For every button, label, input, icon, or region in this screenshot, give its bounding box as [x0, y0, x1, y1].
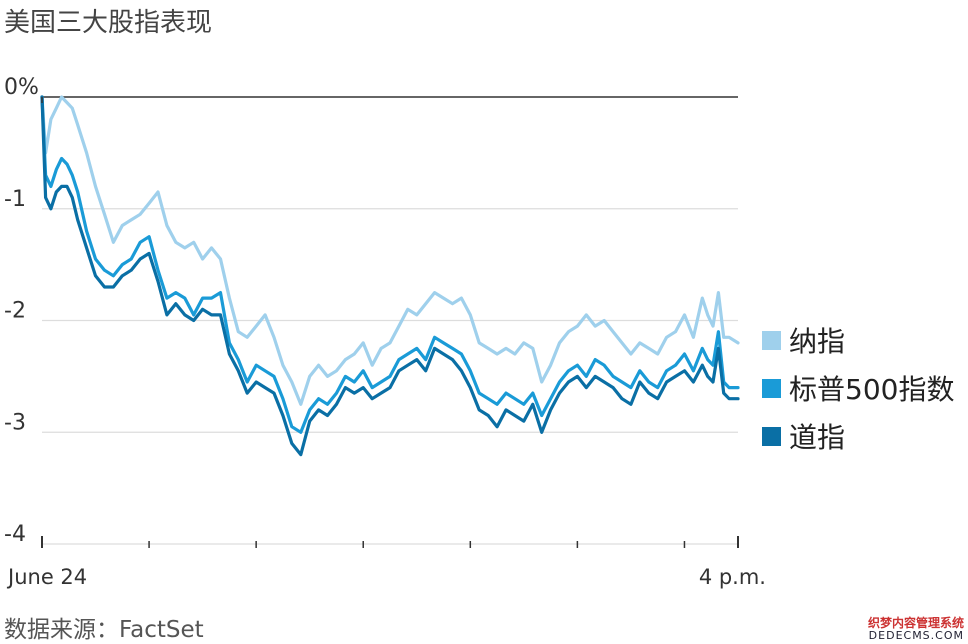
grid-layer — [42, 96, 738, 545]
x-tick-label: 4 p.m. — [699, 565, 766, 589]
legend-swatch-nasdaq — [762, 330, 781, 350]
axis-layer: 0% -1 -2 -3 -4 June 24 4 p.m. — [4, 75, 766, 589]
chart-title: 美国三大股指表现 — [4, 8, 213, 38]
series-line-1 — [40, 95, 740, 434]
y-tick-label: -1 — [4, 187, 26, 212]
source-note: 数据来源：FactSet — [4, 617, 204, 643]
legend-label-sp500: 标普500指数 — [789, 373, 955, 406]
series-line-2 — [40, 95, 740, 457]
legend: 纳指 标普500指数 道指 — [762, 316, 954, 460]
legend-swatch-dow — [762, 426, 781, 446]
x-tick-label: June 24 — [6, 565, 87, 589]
legend-item-dow: 道指 — [762, 412, 954, 460]
series-line-0 — [40, 95, 740, 406]
watermark-line2: DEDECMS.COM — [868, 628, 964, 642]
legend-item-sp500: 标普500指数 — [762, 364, 954, 412]
legend-label-nasdaq: 纳指 — [789, 325, 846, 358]
y-tick-label: -3 — [4, 410, 26, 435]
legend-item-nasdaq: 纳指 — [762, 316, 954, 364]
y-tick-label: 0% — [4, 75, 39, 100]
legend-swatch-sp500 — [762, 378, 781, 398]
watermark-line1: 织梦内容管理系统 — [867, 615, 964, 630]
y-tick-label: -2 — [4, 299, 26, 324]
y-tick-label: -4 — [4, 522, 26, 547]
series-layer — [40, 95, 740, 457]
legend-label-dow: 道指 — [789, 421, 846, 454]
watermark: 织梦内容管理系统 DEDECMS.COM — [867, 615, 964, 642]
